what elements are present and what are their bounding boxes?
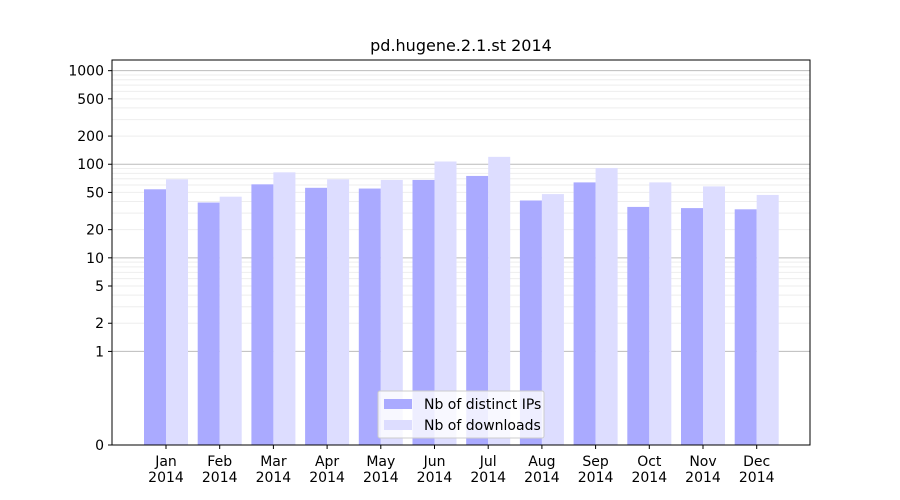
legend-swatch-downloads (384, 420, 412, 430)
plot-frame (111, 59, 811, 446)
y-tick-label: 20 (86, 223, 104, 239)
bar-downloads (219, 196, 242, 445)
y-tick-label: 2 (95, 316, 104, 332)
x-tick-label: Apr 2014 (309, 454, 345, 486)
y-tick-label: 200 (77, 129, 104, 145)
y-tick-label: 1000 (68, 64, 104, 80)
bar-downloads (649, 182, 672, 445)
bar-downloads (488, 156, 511, 446)
x-tick-label: Feb 2014 (202, 454, 238, 486)
y-tick-label: 50 (86, 185, 104, 201)
y-tick-label: 1 (95, 344, 104, 360)
x-tick-label: Mar 2014 (256, 454, 292, 486)
y-axis: 0 1 2 5 10 20 50 100 200 500 1000 (68, 64, 112, 454)
bar-distinct-ips (519, 200, 542, 445)
x-tick-label: Jan 2014 (148, 454, 184, 486)
bar-distinct-ips (251, 184, 274, 445)
bar-distinct-ips (681, 208, 703, 445)
y-tick-label: 10 (86, 251, 104, 267)
legend: Nb of distinct IPs Nb of downloads (377, 390, 545, 439)
x-tick-label: Nov 2014 (685, 454, 721, 486)
x-tick-label: Aug 2014 (524, 454, 560, 486)
bar-distinct-ips (358, 188, 381, 445)
bar-distinct-ips (144, 189, 166, 445)
x-tick-label: Dec 2014 (739, 454, 775, 486)
bar-downloads (595, 168, 618, 445)
bar-distinct-ips (466, 175, 489, 445)
x-axis: Jan 2014 Feb 2014 Mar 2014 Apr 2014 May 2014 Jun 20… (148, 445, 775, 486)
bar-downloads (756, 194, 779, 445)
legend-label-downloads: Nb of downloads (424, 418, 541, 434)
bar-downloads (380, 179, 403, 445)
bar-distinct-ips (573, 182, 596, 445)
y-tick-label: 500 (77, 92, 104, 108)
bar-distinct-ips (734, 209, 757, 445)
x-tick-label: Sep 2014 (578, 454, 614, 486)
bar-distinct-ips (627, 206, 650, 445)
y-tick-label: 0 (95, 438, 104, 454)
bars (144, 156, 779, 446)
y-tick-label: 5 (95, 279, 104, 295)
bar-downloads (166, 179, 188, 445)
bar-distinct-ips (412, 179, 435, 445)
bar-downloads (434, 161, 457, 445)
legend-box (377, 390, 545, 439)
bar-downloads (327, 179, 350, 445)
bar-downloads (703, 186, 725, 445)
legend-swatch-distinct-ips (384, 399, 412, 409)
x-tick-label: Jun 2014 (417, 454, 453, 486)
x-tick-label: Oct 2014 (631, 454, 667, 486)
x-tick-label: Jul 2014 (470, 454, 506, 486)
y-tick-label: 100 (77, 157, 104, 173)
bar-distinct-ips (197, 202, 220, 445)
x-tick-label: May 2014 (363, 454, 399, 486)
chart-title: pd.hugene.2.1.st 2014 (370, 36, 552, 55)
legend-label-distinct-ips: Nb of distinct IPs (424, 397, 541, 413)
bar-downloads (273, 172, 296, 446)
bar-distinct-ips (305, 187, 328, 445)
bar-downloads (541, 194, 564, 445)
